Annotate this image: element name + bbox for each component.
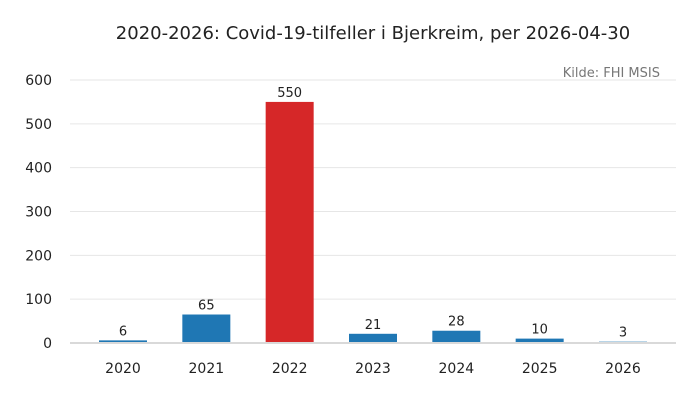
data-label-2020: 6 bbox=[119, 324, 127, 339]
bar-2021 bbox=[182, 314, 231, 343]
x-tick-label-2026: 2026 bbox=[605, 361, 641, 377]
data-labels-layer: 6 65 550 21 28 10 3 bbox=[119, 86, 627, 341]
x-tick-label-2024: 2024 bbox=[439, 361, 475, 377]
bar-2024 bbox=[432, 330, 481, 343]
y-tick-label: 200 bbox=[25, 248, 52, 264]
data-label-2026: 3 bbox=[619, 326, 627, 341]
x-tick-label-2025: 2025 bbox=[522, 361, 558, 377]
grid-layer: 0 100 200 300 400 500 600 bbox=[25, 73, 676, 352]
bar-2022 bbox=[265, 101, 314, 344]
x-tick-label-2020: 2020 bbox=[105, 361, 141, 377]
x-tick-label-2022: 2022 bbox=[272, 361, 308, 377]
chart-title: 2020-2026: Covid-19-tilfeller i Bjerkrei… bbox=[116, 23, 630, 44]
y-tick-label: 400 bbox=[25, 161, 52, 177]
data-label-2021: 65 bbox=[198, 299, 215, 314]
data-label-2024: 28 bbox=[448, 315, 465, 330]
y-tick-label: 300 bbox=[25, 205, 52, 221]
x-tick-label-2023: 2023 bbox=[355, 361, 391, 377]
x-tick-label-2021: 2021 bbox=[189, 361, 225, 377]
data-label-2025: 10 bbox=[531, 323, 548, 338]
data-label-2022: 550 bbox=[277, 86, 302, 101]
y-tick-label: 500 bbox=[25, 117, 52, 133]
data-label-2023: 21 bbox=[365, 318, 382, 333]
y-tick-label: 100 bbox=[25, 292, 52, 308]
bar-2025 bbox=[515, 338, 564, 343]
y-tick-label: 600 bbox=[25, 73, 52, 89]
bars-layer bbox=[99, 101, 647, 344]
bar-2023 bbox=[349, 333, 397, 343]
x-axis: 2020 2021 2022 2023 2024 2025 2026 bbox=[70, 342, 676, 377]
source-note: Kilde: FHI MSIS bbox=[563, 66, 660, 81]
bar-2020 bbox=[99, 340, 147, 343]
y-tick-label: 0 bbox=[43, 336, 52, 352]
